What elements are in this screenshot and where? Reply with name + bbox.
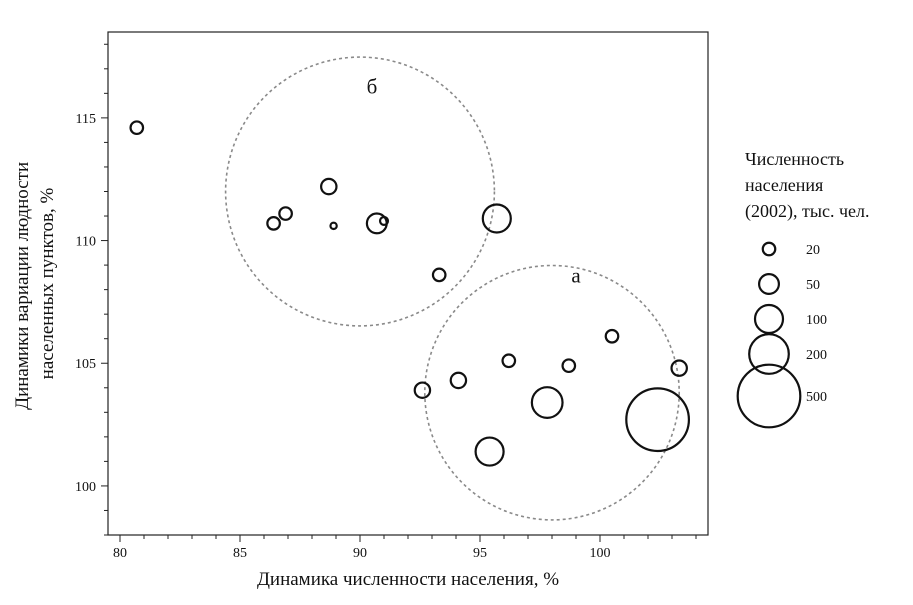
- bubble-point: [413, 381, 432, 400]
- bubble-point: [501, 353, 517, 369]
- cluster-circle: [224, 56, 496, 327]
- y-tick-label: 100: [75, 480, 96, 495]
- legend-symbol: [748, 333, 790, 375]
- x-tick-label: 100: [590, 546, 611, 561]
- bubble-point: [561, 358, 577, 374]
- bubble-point: [670, 359, 688, 377]
- legend-entry-label: 100: [806, 313, 827, 328]
- bubble-point: [266, 216, 281, 231]
- cluster-circles: аб: [224, 56, 680, 521]
- y-tick-label: 105: [75, 357, 96, 372]
- y-axis-title-line-2: населенных пунктов, %: [37, 188, 58, 380]
- bubble-point: [431, 267, 447, 283]
- x-tick-label: 90: [353, 546, 367, 561]
- y-axis: 100 105 110 115: [75, 43, 108, 536]
- legend-entry-label: 20: [806, 243, 820, 258]
- y-axis-title-line-1: Динамики вариации людности: [12, 162, 33, 410]
- cluster-label: б: [367, 74, 378, 98]
- bubble-point: [449, 371, 468, 390]
- legend-entry-label: 500: [806, 390, 827, 405]
- bubble-point: [129, 120, 145, 136]
- x-axis-title: Динамика численности населения, %: [257, 569, 559, 590]
- y-tick-label: 110: [76, 235, 96, 250]
- bubble-point: [474, 436, 505, 467]
- x-tick-label: 80: [113, 546, 127, 561]
- bubble-point: [320, 177, 338, 196]
- legend-symbol: [761, 241, 777, 257]
- legend-title-line: (2002), тыс. чел.: [745, 201, 869, 222]
- bubble-point: [625, 387, 691, 453]
- legend-symbol: [753, 303, 785, 335]
- bubble-point: [378, 215, 390, 226]
- cluster-label: а: [571, 263, 581, 287]
- bubble-point: [278, 206, 293, 221]
- x-tick-label: 85: [233, 546, 247, 561]
- legend-title-line: населения: [745, 175, 823, 195]
- x-tick-label: 95: [473, 546, 487, 561]
- legend-entry-label: 50: [806, 278, 820, 293]
- y-axis-title: Динамики вариации людности населенных пу…: [12, 157, 58, 410]
- legend-title-line: Численность: [745, 149, 844, 169]
- legend-symbol: [758, 273, 780, 295]
- cluster-circle: [423, 264, 680, 521]
- bubble-point: [481, 203, 512, 234]
- legend-entry-label: 200: [806, 348, 827, 363]
- bubble-point: [329, 221, 338, 231]
- x-axis: 80 85 90 95 100: [113, 535, 697, 561]
- data-points: [129, 120, 691, 467]
- bubble-point: [604, 328, 620, 344]
- bubble-point: [530, 386, 564, 419]
- legend: Численность населения (2002), тыс. чел. 20 5…: [736, 149, 869, 429]
- y-tick-label: 115: [76, 112, 96, 127]
- legend-symbol: [736, 363, 802, 429]
